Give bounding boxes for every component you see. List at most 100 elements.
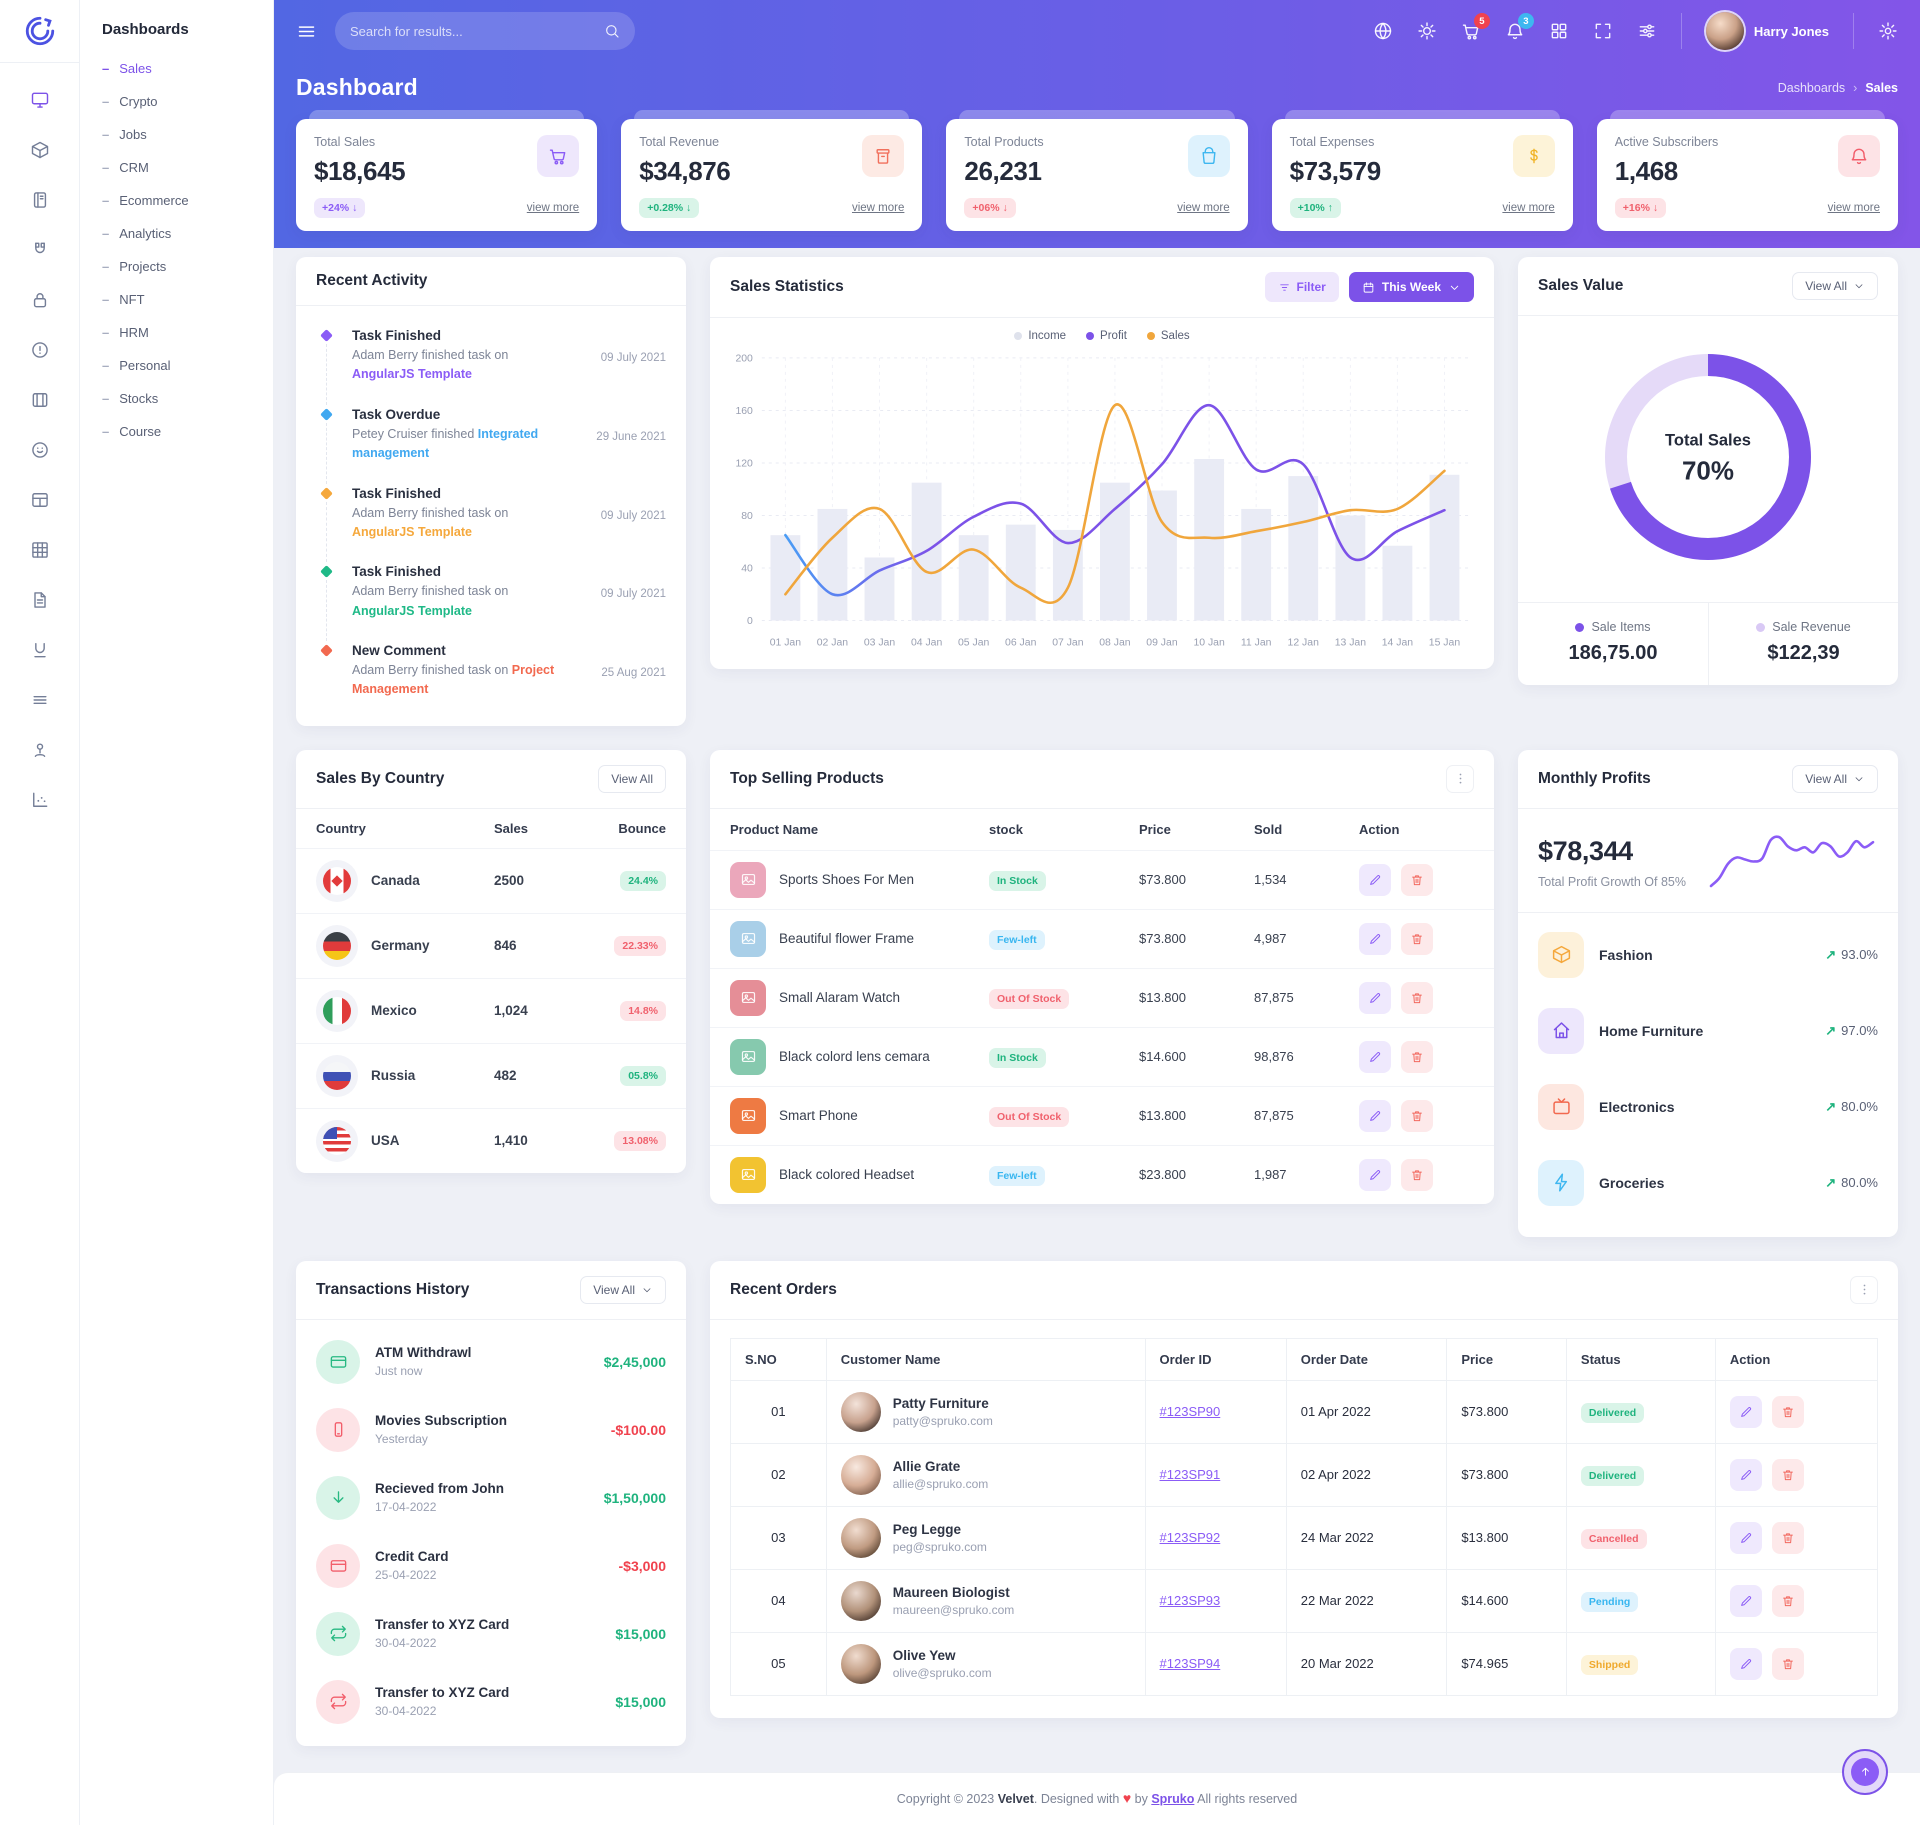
view-more-link[interactable]: view more	[851, 202, 905, 214]
country-view-all-button[interactable]: View All	[598, 764, 666, 793]
transaction-title: Movies Subscription	[375, 1413, 508, 1429]
view-more-link[interactable]: view more	[1827, 202, 1880, 214]
order-id-link[interactable]: #123SP94	[1159, 1656, 1221, 1672]
edit-button[interactable]	[1729, 1395, 1762, 1428]
joystick-icon[interactable]	[18, 729, 62, 771]
order-id-link[interactable]: #123SP91	[1159, 1467, 1221, 1483]
activity-link[interactable]: AngularJS Template	[352, 367, 472, 382]
alert-circle-icon[interactable]	[18, 329, 62, 371]
delete-button[interactable]	[1401, 1099, 1433, 1132]
view-more-link[interactable]: view more	[1177, 202, 1230, 214]
smiley-icon[interactable]	[18, 429, 62, 471]
underline-icon[interactable]	[18, 629, 62, 671]
lock-icon[interactable]	[18, 279, 62, 321]
grid-table-icon[interactable]	[18, 529, 62, 571]
sidebar-item-course[interactable]: – Course	[102, 424, 162, 439]
sidebar-item-hrm[interactable]: – HRM	[102, 325, 149, 340]
transactions-view-all-button[interactable]: View All	[580, 1275, 666, 1304]
sidebar-item-projects[interactable]: – Projects	[102, 259, 167, 274]
search-box[interactable]	[335, 12, 635, 50]
notifications-icon[interactable]: 3	[1505, 13, 1534, 41]
delete-button[interactable]	[1401, 1040, 1433, 1073]
cube-icon[interactable]	[18, 129, 62, 171]
transaction-date: 17-04-2022	[375, 1500, 437, 1515]
sidebar-item-crypto[interactable]: – Crypto	[102, 94, 158, 109]
product-sold: 87,875	[1254, 990, 1294, 1006]
light-mode-icon[interactable]	[1417, 21, 1437, 41]
edit-button[interactable]	[1729, 1584, 1762, 1617]
monthly-profits-view-all-button[interactable]: View All	[1792, 764, 1878, 793]
country-sales: 2500	[494, 873, 525, 889]
cart-icon[interactable]: 5	[1461, 13, 1490, 41]
menu-toggle-icon[interactable]	[296, 21, 317, 42]
apps-grid-icon[interactable]	[1549, 21, 1569, 41]
footer-designer-link[interactable]: Spruko	[1151, 1791, 1195, 1806]
edit-button[interactable]	[1359, 863, 1391, 896]
chart-dots-icon[interactable]	[18, 779, 62, 821]
sidebar-item-jobs[interactable]: – Jobs	[102, 127, 147, 142]
activity-date: 09 July 2021	[600, 352, 666, 364]
delete-button[interactable]	[1401, 863, 1433, 896]
delete-button[interactable]	[1401, 922, 1433, 955]
delete-button[interactable]	[1771, 1647, 1804, 1680]
recent-orders-menu-icon[interactable]	[1850, 1275, 1878, 1304]
sidebar-item-crm[interactable]: – CRM	[102, 160, 149, 175]
view-more-link[interactable]: view more	[526, 202, 580, 214]
edit-button[interactable]	[1359, 1099, 1391, 1132]
country-bounce-badge: 05.8%	[620, 1065, 666, 1086]
user-menu[interactable]: Harry Jones	[1705, 12, 1829, 50]
monitor-icon[interactable]	[18, 79, 62, 121]
file-icon[interactable]	[18, 579, 62, 621]
filter-button[interactable]: Filter	[1264, 272, 1339, 302]
credit-card-icon	[316, 1543, 360, 1588]
top-selling-menu-icon[interactable]	[1446, 764, 1474, 793]
activity-description: Adam Berry finished task on AngularJS Te…	[352, 505, 509, 539]
breadcrumb-parent[interactable]: Dashboards	[1777, 80, 1846, 95]
order-id-link[interactable]: #123SP92	[1159, 1530, 1221, 1546]
activity-link[interactable]: Project Management	[352, 663, 555, 697]
activity-link[interactable]: AngularJS Template	[352, 524, 472, 539]
order-id-link[interactable]: #123SP90	[1159, 1404, 1221, 1420]
fullscreen-icon[interactable]	[1593, 21, 1613, 41]
footer-copyright: Copyright © 2023	[896, 1791, 995, 1806]
edit-button[interactable]	[1359, 981, 1391, 1014]
edit-button[interactable]	[1359, 922, 1391, 955]
view-more-link[interactable]: view more	[1502, 202, 1555, 214]
book-open-icon[interactable]	[18, 379, 62, 421]
layout-icon[interactable]	[18, 479, 62, 521]
sidebar-item-analytics[interactable]: – Analytics	[102, 226, 172, 241]
menu-lines-icon[interactable]	[18, 679, 62, 721]
edit-button[interactable]	[1729, 1458, 1762, 1491]
edit-button[interactable]	[1729, 1647, 1762, 1680]
sidebar-item-stocks[interactable]: – Stocks	[102, 391, 159, 406]
switcher-icon[interactable]	[1637, 21, 1657, 41]
delete-button[interactable]	[1771, 1395, 1804, 1428]
magnet-icon[interactable]	[18, 229, 62, 271]
notebook-icon[interactable]	[18, 179, 62, 221]
gear-icon[interactable]	[1878, 21, 1898, 41]
activity-link[interactable]: Integrated management	[352, 426, 539, 461]
sidebar-item-sales[interactable]: – Sales	[102, 61, 152, 76]
search-input[interactable]	[350, 23, 604, 39]
edit-button[interactable]	[1359, 1158, 1391, 1191]
sales-value-view-all-button[interactable]: View All	[1792, 272, 1878, 300]
activity-link[interactable]: AngularJS Template	[352, 603, 472, 618]
search-icon[interactable]	[604, 23, 620, 39]
edit-button[interactable]	[1729, 1521, 1762, 1554]
delete-button[interactable]	[1401, 981, 1433, 1014]
globe-icon[interactable]	[1373, 21, 1393, 41]
sidebar-item-ecommerce[interactable]: – Ecommerce	[102, 193, 189, 208]
country-name: Mexico	[371, 1003, 417, 1019]
edit-button[interactable]	[1359, 1040, 1391, 1073]
delete-button[interactable]	[1771, 1584, 1804, 1617]
svg-text:160: 160	[735, 406, 753, 417]
brand-logo[interactable]	[0, 0, 79, 62]
order-id-link[interactable]: #123SP93	[1159, 1593, 1221, 1609]
delete-button[interactable]	[1401, 1158, 1433, 1191]
scroll-top-button[interactable]	[1842, 1748, 1888, 1795]
delete-button[interactable]	[1771, 1521, 1804, 1554]
this-week-button[interactable]: This Week	[1348, 272, 1474, 302]
sidebar-item-nft[interactable]: – NFT	[102, 292, 145, 307]
sidebar-item-personal[interactable]: – Personal	[102, 358, 171, 373]
delete-button[interactable]	[1771, 1458, 1804, 1491]
